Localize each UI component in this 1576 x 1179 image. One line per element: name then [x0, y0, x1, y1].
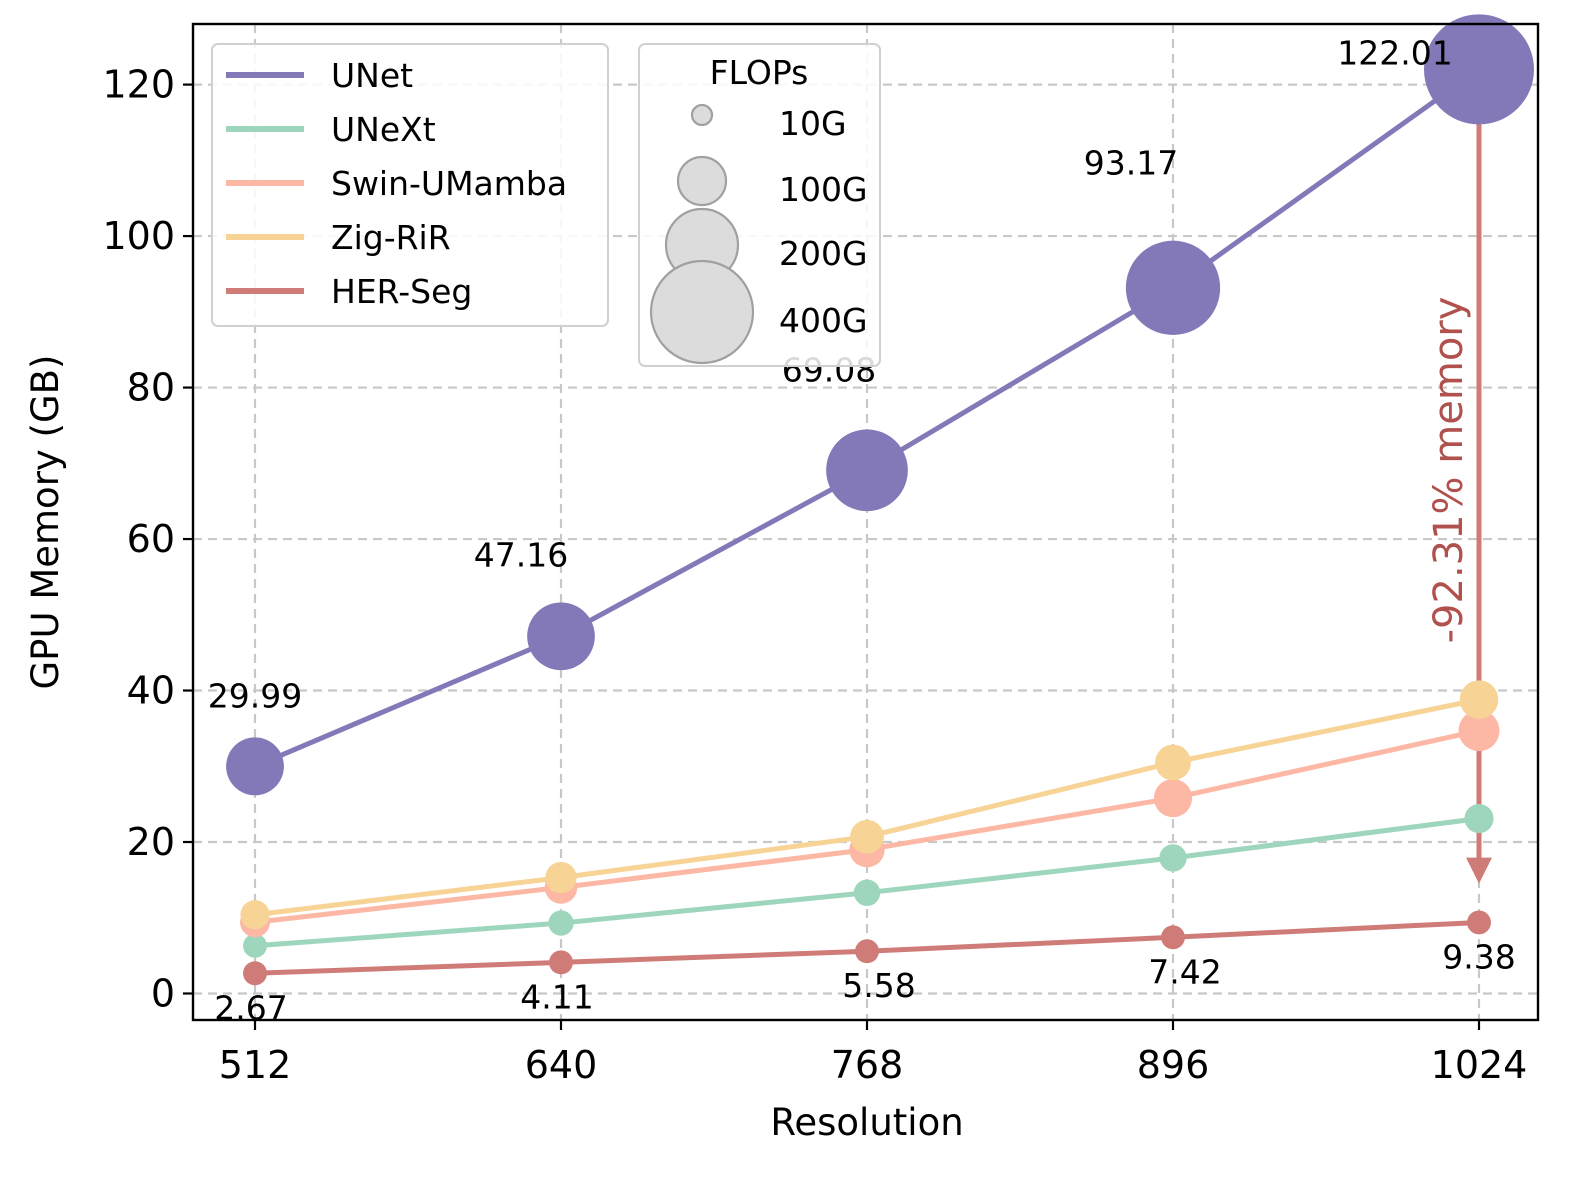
her-seg-data-label: 2.67 — [214, 988, 287, 1027]
y-tick-label: 0 — [151, 971, 175, 1015]
flops-size-legend: FLOPs 10G 100G 200G 400G — [638, 43, 881, 367]
flops-legend-circle — [690, 103, 714, 127]
axis-ticks: 512 640 768 896 1024 0 20 40 60 80 100 120 — [102, 63, 1527, 1087]
flops-legend-label: 10G — [779, 104, 847, 143]
zig-rir-point — [240, 900, 270, 930]
y-tick-label: 20 — [127, 820, 175, 864]
swin-umamba-point — [1153, 779, 1193, 818]
zig-rir-point — [545, 861, 577, 894]
memory-reduction-arrow-head — [1466, 857, 1492, 884]
y-axis-label: GPU Memory (GB) — [24, 355, 67, 690]
her-seg-data-label: 4.11 — [520, 977, 593, 1016]
memory-reduction-label: -92.31% memory — [1426, 297, 1472, 644]
her-seg-data-label: 5.58 — [842, 966, 915, 1005]
her-seg-point — [855, 939, 879, 964]
her-seg-point — [243, 961, 267, 986]
series-legend-box — [211, 43, 609, 327]
plot-frame — [191, 22, 1540, 1022]
legend-label-zig-rir: Zig-RiR — [331, 218, 451, 257]
y-tick-label: 40 — [127, 669, 175, 713]
flops-legend-circle — [676, 155, 728, 207]
unet-point — [527, 602, 595, 671]
x-tick-label: 512 — [219, 1043, 292, 1087]
y-tick-label: 120 — [102, 63, 175, 107]
legend-label-unet: UNet — [331, 56, 413, 95]
x-tick-label: 896 — [1137, 1043, 1210, 1087]
her-seg-point — [1161, 925, 1185, 950]
y-tick-label: 80 — [127, 366, 175, 410]
series-legend: UNet UNeXt Swin-UMamba Zig-RiR HER-Seg — [211, 43, 609, 327]
flops-legend-title: FLOPs — [710, 53, 809, 92]
unet-data-label: 29.99 — [208, 676, 302, 715]
zig-rir-point — [850, 819, 884, 854]
x-tick-label: 640 — [525, 1043, 598, 1087]
flops-legend-label: 100G — [779, 170, 868, 209]
flops-legend-label: 200G — [779, 234, 868, 273]
legend-label-her-seg: HER-Seg — [331, 272, 472, 311]
unet-data-label: 93.17 — [1084, 144, 1178, 183]
unext-point — [243, 933, 267, 958]
x-tick-label: 1024 — [1431, 1043, 1528, 1087]
zig-rir-point — [1155, 744, 1191, 781]
her-seg-point — [549, 950, 573, 975]
unet-point — [826, 429, 908, 512]
unext-point — [1159, 844, 1187, 872]
x-axis-label: Resolution — [770, 1101, 963, 1144]
legend-label-swin-umamba: Swin-UMamba — [331, 164, 567, 203]
unext-point — [548, 910, 574, 936]
unext-point — [853, 879, 881, 906]
unet-data-label: 122.01 — [1337, 33, 1452, 72]
zig-rir-point — [1459, 680, 1499, 719]
y-tick-label: 100 — [102, 214, 175, 258]
unet-point — [1125, 240, 1221, 335]
unet-point — [226, 737, 284, 796]
her-seg-data-label: 9.38 — [1442, 937, 1515, 976]
unet-point — [1423, 14, 1535, 125]
legend-label-unext: UNeXt — [331, 110, 436, 149]
flops-legend-circle — [649, 259, 755, 365]
unet-data-label: 47.16 — [474, 535, 568, 574]
her-seg-point — [1467, 910, 1491, 935]
unext-point — [1464, 803, 1494, 834]
flops-legend-entries: 10G 100G 200G 400G — [649, 103, 868, 365]
series-points — [226, 14, 1535, 986]
swin-umamba-point — [1458, 710, 1500, 752]
y-tick-label: 60 — [127, 517, 175, 561]
her-seg-data-label: 7.42 — [1148, 952, 1221, 991]
x-tick-label: 768 — [831, 1043, 904, 1087]
series-legend-entries: UNet UNeXt Swin-UMamba Zig-RiR HER-Seg — [226, 56, 567, 311]
flops-legend-label: 400G — [779, 301, 868, 340]
